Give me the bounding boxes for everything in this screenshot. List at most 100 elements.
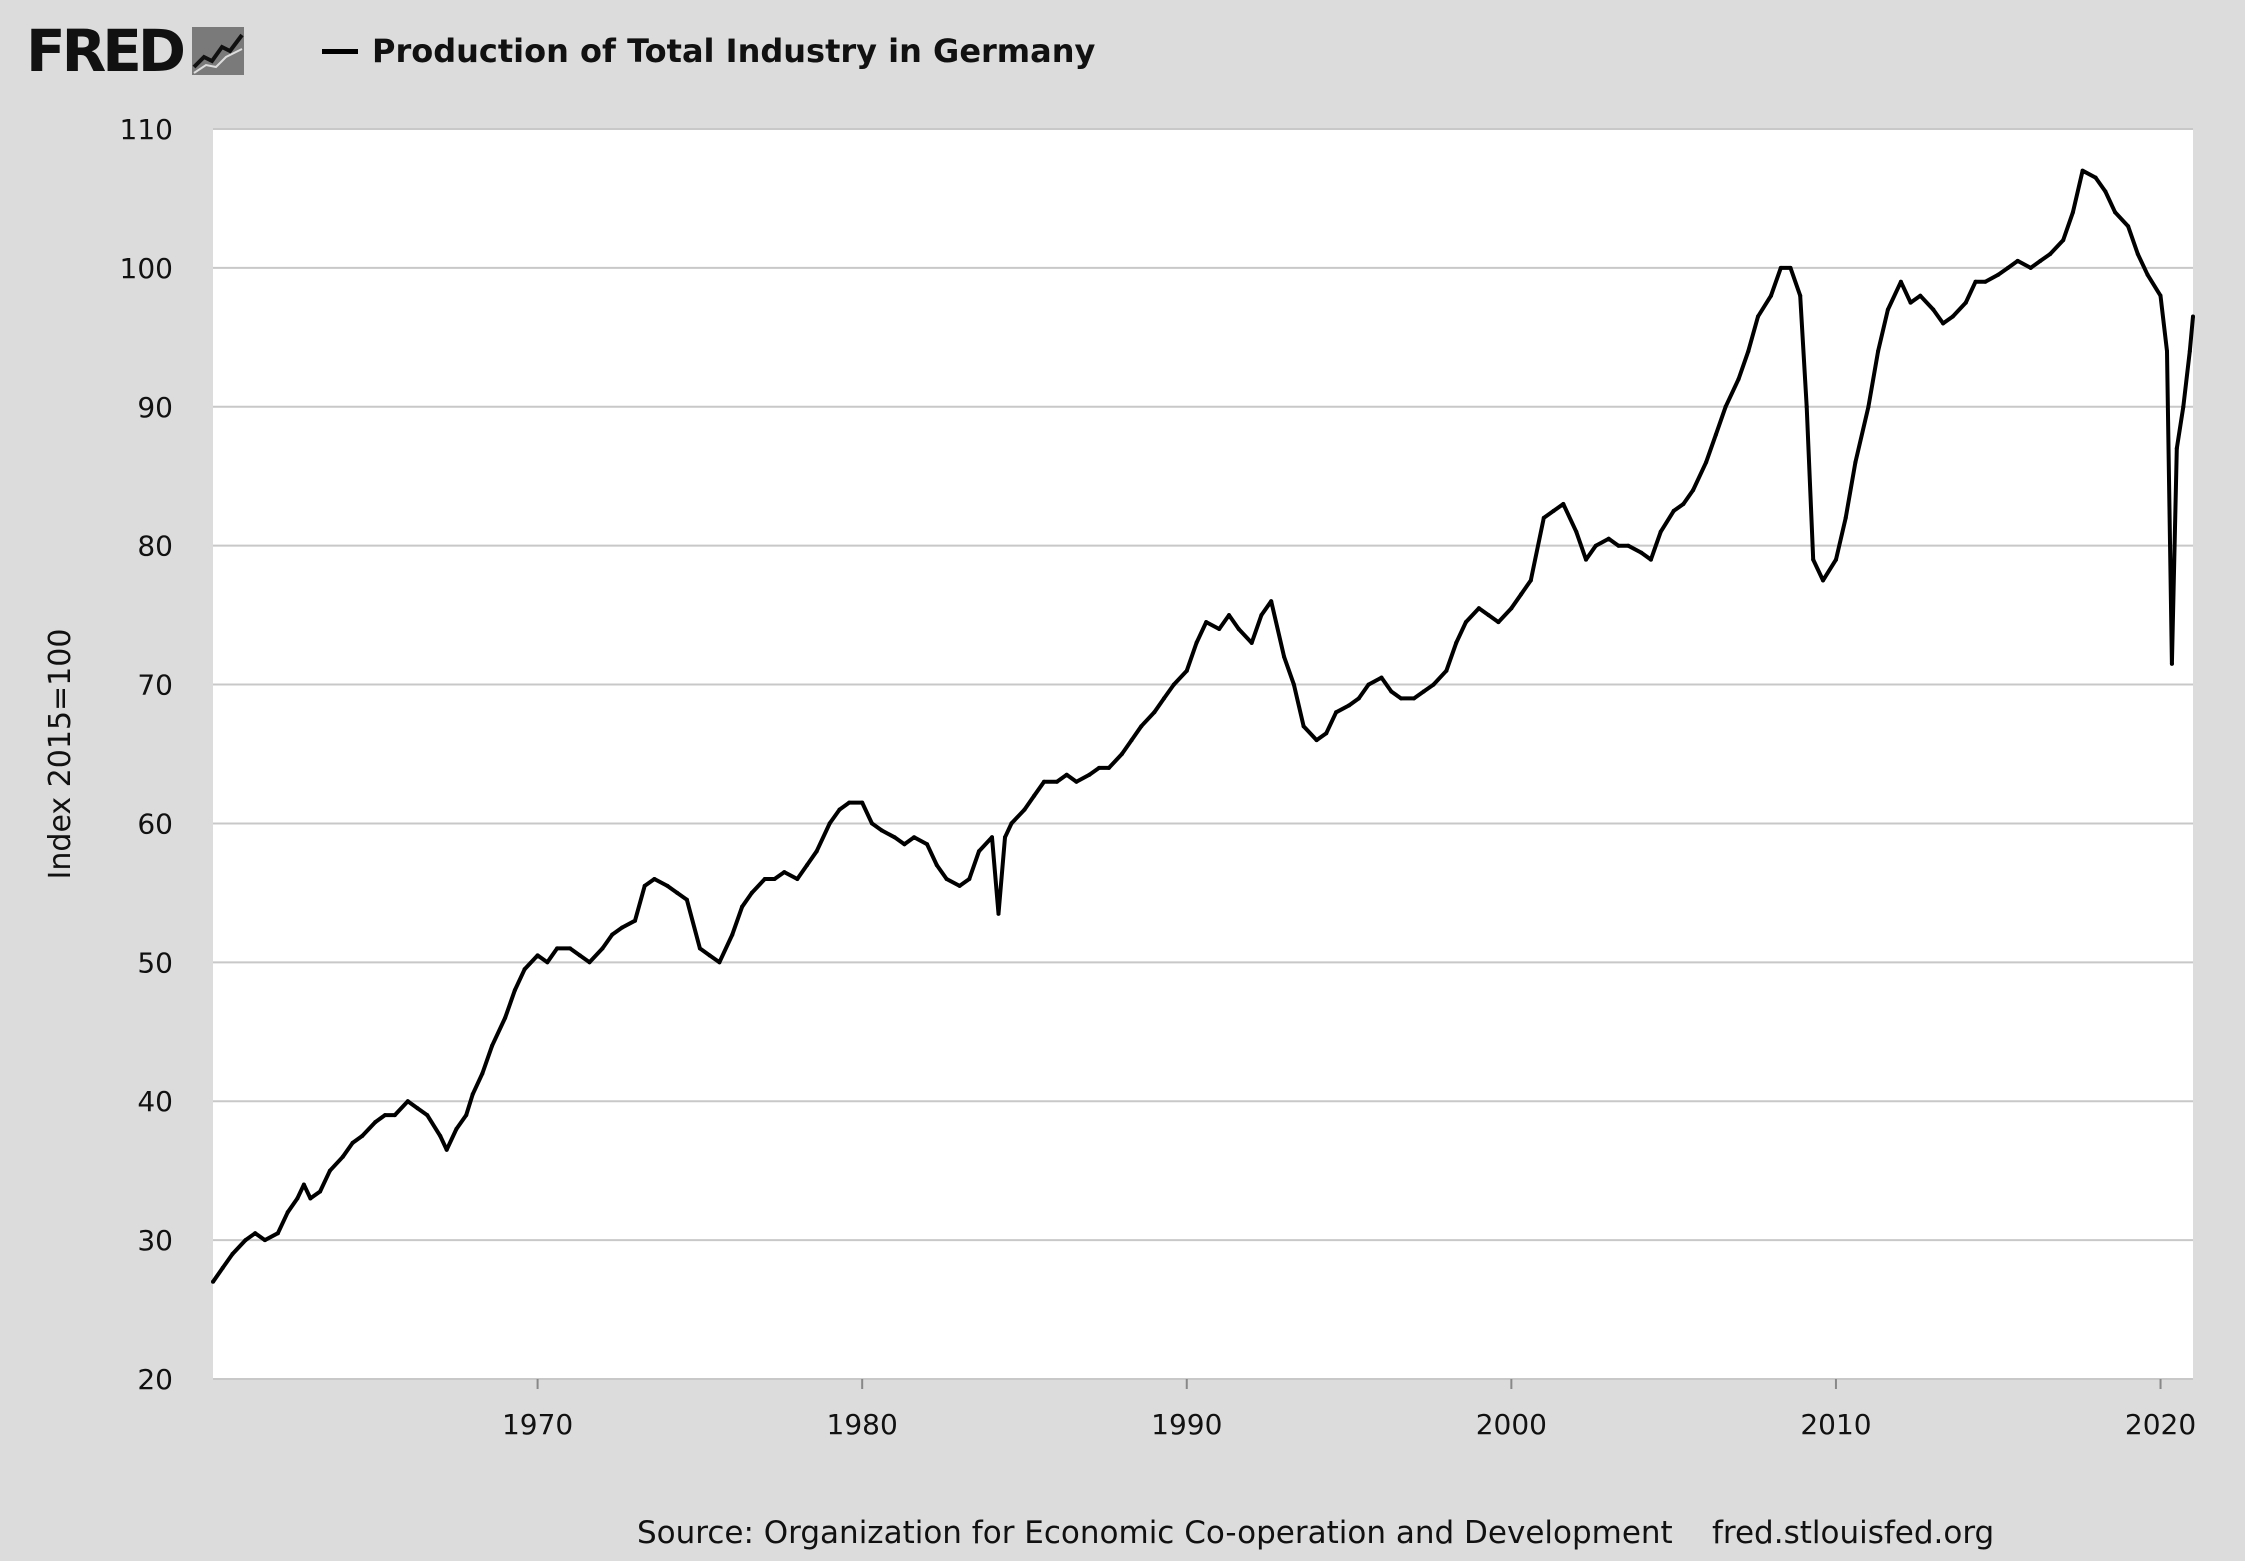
data-point	[1713, 432, 1718, 437]
data-point	[925, 842, 930, 847]
data-point	[512, 988, 517, 993]
data-point	[642, 883, 647, 888]
data-point	[2187, 349, 2192, 354]
data-point	[253, 1231, 258, 1236]
data-point	[555, 946, 560, 951]
data-point	[1853, 460, 1858, 465]
x-tick-marks	[536, 1379, 2162, 1389]
data-point	[1963, 300, 1968, 305]
data-point	[1551, 508, 1556, 513]
data-point	[1746, 349, 1751, 354]
legend-label: Production of Total Industry in Germany	[372, 32, 1096, 70]
data-point	[2169, 661, 2174, 666]
data-point	[2015, 258, 2020, 263]
data-point	[373, 1120, 378, 1125]
data-point	[1798, 293, 1803, 298]
data-point	[2061, 238, 2066, 243]
data-point	[1119, 752, 1124, 756]
data-point	[860, 800, 865, 805]
data-point	[772, 877, 777, 881]
data-point	[1009, 821, 1014, 826]
data-point	[707, 953, 712, 958]
site-url[interactable]: fred.stlouisfed.org	[1712, 1515, 1995, 1551]
data-point	[1804, 404, 1809, 409]
data-point	[1194, 640, 1199, 645]
data-point	[211, 1279, 215, 1284]
data-point	[1486, 613, 1491, 618]
data-point	[464, 1113, 469, 1118]
data-point	[1301, 724, 1306, 729]
data-point	[340, 1154, 345, 1159]
data-point	[1022, 807, 1027, 812]
data-point	[1681, 502, 1686, 506]
data-point	[1139, 724, 1144, 729]
x-tick-label: 1970	[502, 1408, 573, 1441]
data-point	[957, 883, 962, 888]
data-point	[1366, 682, 1371, 687]
data-point	[438, 1133, 443, 1138]
data-point	[1788, 265, 1793, 270]
data-point	[392, 1113, 397, 1118]
data-point	[1444, 668, 1449, 673]
data-point	[847, 800, 852, 805]
data-point	[1129, 738, 1134, 743]
logo-text: FRED	[26, 17, 186, 85]
plot-area	[213, 129, 2193, 1379]
data-point	[996, 911, 1001, 916]
data-point	[967, 877, 972, 881]
data-point	[1941, 321, 1946, 326]
data-point	[795, 877, 800, 881]
data-point	[697, 946, 702, 951]
data-point	[2126, 224, 2131, 229]
data-point	[1931, 307, 1936, 312]
data-point	[444, 1147, 449, 1152]
data-point	[1561, 502, 1566, 506]
data-point	[934, 863, 939, 868]
data-point	[301, 1182, 306, 1187]
data-point	[1950, 314, 1955, 319]
data-point	[2070, 210, 2075, 215]
x-tick-label: 2020	[2125, 1408, 2196, 1441]
data-point	[1106, 765, 1111, 770]
x-tick-label: 2000	[1476, 1408, 1547, 1441]
data-point	[2006, 265, 2010, 270]
grid-lines	[213, 128, 2193, 1380]
data-point	[1778, 265, 1783, 270]
data-point	[2181, 404, 2186, 409]
data-point	[1843, 515, 1848, 520]
data-points	[211, 168, 2195, 1284]
y-tick-label: 70	[137, 669, 173, 702]
y-tick-label: 100	[120, 252, 173, 285]
data-point	[675, 890, 680, 895]
data-point	[1918, 293, 1923, 298]
data-point	[1334, 710, 1339, 715]
data-point	[1648, 557, 1653, 562]
data-point	[1249, 640, 1254, 645]
data-point	[1769, 293, 1773, 298]
data-point	[2093, 175, 2098, 180]
data-point	[1162, 696, 1166, 701]
data-point	[2158, 293, 2163, 298]
data-point	[1412, 696, 1416, 701]
data-point	[1626, 543, 1631, 548]
data-point	[1616, 543, 1621, 548]
data-point	[730, 932, 735, 937]
x-tick-labels: 1970 1980 1990 2000 2010 2020	[502, 1408, 2196, 1441]
data-point	[1593, 543, 1598, 548]
data-point	[1736, 377, 1741, 381]
data-point	[665, 883, 670, 888]
fred-logo[interactable]: FRED	[26, 22, 246, 80]
data-point	[2145, 272, 2150, 277]
data-point	[1042, 779, 1046, 784]
x-tick-label: 1990	[1151, 1408, 1222, 1441]
data-point	[1032, 793, 1037, 798]
data-point	[749, 890, 754, 895]
source-note: Source: Organization for Economic Co-ope…	[637, 1515, 1673, 1551]
data-point	[1003, 835, 1007, 840]
data-point	[717, 960, 722, 965]
data-point	[503, 1015, 508, 1020]
y-tick-label: 90	[137, 391, 173, 424]
data-point	[2048, 252, 2053, 256]
